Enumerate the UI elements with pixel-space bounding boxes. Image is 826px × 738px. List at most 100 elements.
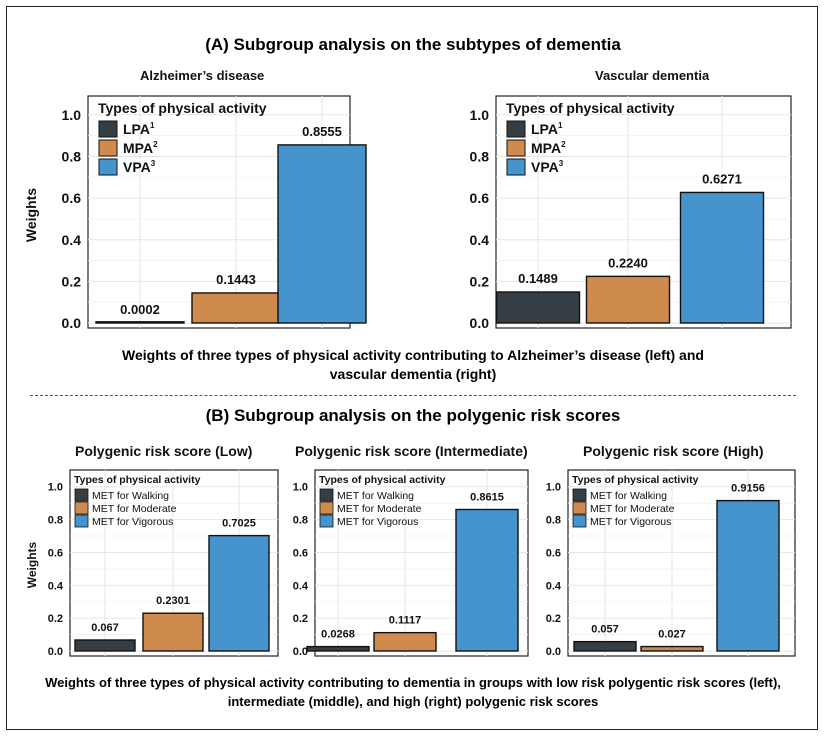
data-label: 0.1489 bbox=[518, 271, 558, 286]
y-tick-label: 0.4 bbox=[293, 580, 309, 592]
bar-3 bbox=[277, 144, 367, 324]
y-tick-label: 0.0 bbox=[546, 646, 561, 658]
y-tick-label: 0.6 bbox=[62, 190, 82, 206]
legend-title: Types of physical activity bbox=[506, 100, 675, 116]
legend-swatch bbox=[98, 158, 118, 176]
section-b-caption-line1: Weights of three types of physical activ… bbox=[45, 675, 781, 690]
bar-3 bbox=[679, 191, 765, 324]
legend-swatch bbox=[572, 501, 587, 515]
legend-swatch bbox=[506, 120, 526, 138]
legend-label: LPA1 bbox=[123, 121, 155, 137]
data-label: 0.2301 bbox=[156, 595, 190, 607]
legend-label: MET for Moderate bbox=[92, 503, 177, 515]
y-tick-label: 0.8 bbox=[470, 148, 490, 164]
data-label: 0.8555 bbox=[302, 124, 342, 139]
bar-1 bbox=[74, 639, 136, 652]
bar-2 bbox=[640, 645, 704, 652]
y-tick-label: 1.0 bbox=[546, 482, 561, 494]
legend-label: VPA3 bbox=[531, 159, 564, 175]
data-label: 0.0002 bbox=[120, 302, 160, 317]
legend-title: Types of physical activity bbox=[74, 474, 201, 486]
data-label: 0.9156 bbox=[731, 483, 765, 495]
y-tick-label: 1.0 bbox=[470, 107, 490, 123]
y-tick-label: 0.2 bbox=[293, 613, 308, 625]
bar-3 bbox=[208, 534, 270, 652]
legend-label: MPA2 bbox=[123, 140, 158, 156]
chart-title: Polygenic risk score (High) bbox=[583, 443, 764, 459]
y-tick-label: 0.0 bbox=[48, 646, 63, 658]
legend-label: MET for Walking bbox=[337, 490, 414, 502]
legend-superscript: 2 bbox=[561, 140, 566, 149]
bar-3 bbox=[716, 499, 780, 652]
legend-label: MET for Moderate bbox=[590, 503, 675, 515]
data-label: 0.2240 bbox=[608, 255, 648, 270]
legend-swatch bbox=[319, 501, 334, 515]
y-tick-label: 0.4 bbox=[62, 232, 82, 248]
legend-swatch bbox=[74, 514, 89, 528]
bar-1 bbox=[573, 640, 637, 652]
section-a-caption-line1: Weights of three types of physical activ… bbox=[122, 347, 704, 363]
chart-title: Polygenic risk score (Intermediate) bbox=[295, 443, 528, 459]
y-tick-label: 0.2 bbox=[48, 613, 63, 625]
y-tick-label: 0.4 bbox=[48, 580, 64, 592]
legend-label: VPA3 bbox=[123, 159, 156, 175]
y-tick-label: 0.6 bbox=[546, 547, 561, 559]
y-tick-label: 0.6 bbox=[470, 190, 490, 206]
legend-label: MPA2 bbox=[531, 140, 566, 156]
legend-label: MET for Walking bbox=[92, 490, 169, 502]
y-tick-label: 0.0 bbox=[62, 315, 82, 331]
bar-1 bbox=[495, 291, 581, 324]
section-divider bbox=[30, 395, 796, 396]
y-tick-label: 0.0 bbox=[293, 646, 308, 658]
legend-swatch bbox=[572, 488, 587, 502]
y-tick-label: 0.4 bbox=[546, 580, 562, 592]
y-tick-label: 1.0 bbox=[293, 482, 308, 494]
data-label: 0.0268 bbox=[321, 629, 355, 641]
y-axis-label: Weights bbox=[25, 541, 39, 588]
legend-label: MET for Vigorous bbox=[590, 516, 671, 528]
bar-2 bbox=[585, 275, 671, 324]
section-b-caption-line2: intermediate (middle), and high (right) … bbox=[227, 694, 599, 709]
y-tick-label: 0.8 bbox=[62, 148, 82, 164]
legend-superscript: 2 bbox=[153, 140, 158, 149]
legend-swatch bbox=[98, 120, 118, 138]
data-label: 0.1443 bbox=[216, 272, 256, 287]
legend-swatch bbox=[319, 514, 334, 528]
y-tick-label: 0.8 bbox=[48, 515, 63, 527]
legend-label: MET for Vigorous bbox=[92, 516, 173, 528]
legend-swatch bbox=[319, 488, 334, 502]
bar-2 bbox=[373, 631, 437, 652]
chart-title: Polygenic risk score (Low) bbox=[75, 443, 252, 459]
legend-title: Types of physical activity bbox=[98, 100, 267, 116]
section-a-title: (A) Subgroup analysis on the subtypes of… bbox=[205, 35, 621, 54]
data-label: 0.057 bbox=[591, 624, 619, 636]
chart-title: Vascular dementia bbox=[595, 68, 710, 83]
legend-title: Types of physical activity bbox=[572, 474, 699, 486]
data-label: 0.1117 bbox=[389, 615, 421, 627]
y-tick-label: 0.0 bbox=[470, 315, 490, 331]
section-a-caption-line2: vascular dementia (right) bbox=[329, 366, 497, 382]
y-axis-label: Weights bbox=[23, 188, 39, 242]
legend-swatch bbox=[506, 158, 526, 176]
data-label: 0.7025 bbox=[222, 518, 256, 530]
y-tick-label: 1.0 bbox=[62, 107, 82, 123]
bar-1 bbox=[95, 321, 185, 324]
bar-1 bbox=[306, 645, 370, 652]
data-label: 0.6271 bbox=[702, 171, 742, 186]
y-tick-label: 0.4 bbox=[470, 232, 490, 248]
legend-swatch bbox=[506, 139, 526, 157]
legend-swatch bbox=[74, 488, 89, 502]
legend-swatch bbox=[98, 139, 118, 157]
data-label: 0.067 bbox=[91, 622, 119, 634]
legend-superscript: 1 bbox=[558, 121, 563, 130]
legend-label: MET for Vigorous bbox=[337, 516, 418, 528]
bar-3 bbox=[455, 508, 519, 652]
legend-swatch bbox=[572, 514, 587, 528]
y-tick-label: 0.6 bbox=[293, 547, 308, 559]
bar-2 bbox=[142, 612, 204, 652]
y-tick-label: 0.2 bbox=[546, 613, 561, 625]
legend-label: MET for Moderate bbox=[337, 503, 422, 515]
y-tick-label: 0.6 bbox=[48, 547, 63, 559]
legend-superscript: 1 bbox=[150, 121, 155, 130]
